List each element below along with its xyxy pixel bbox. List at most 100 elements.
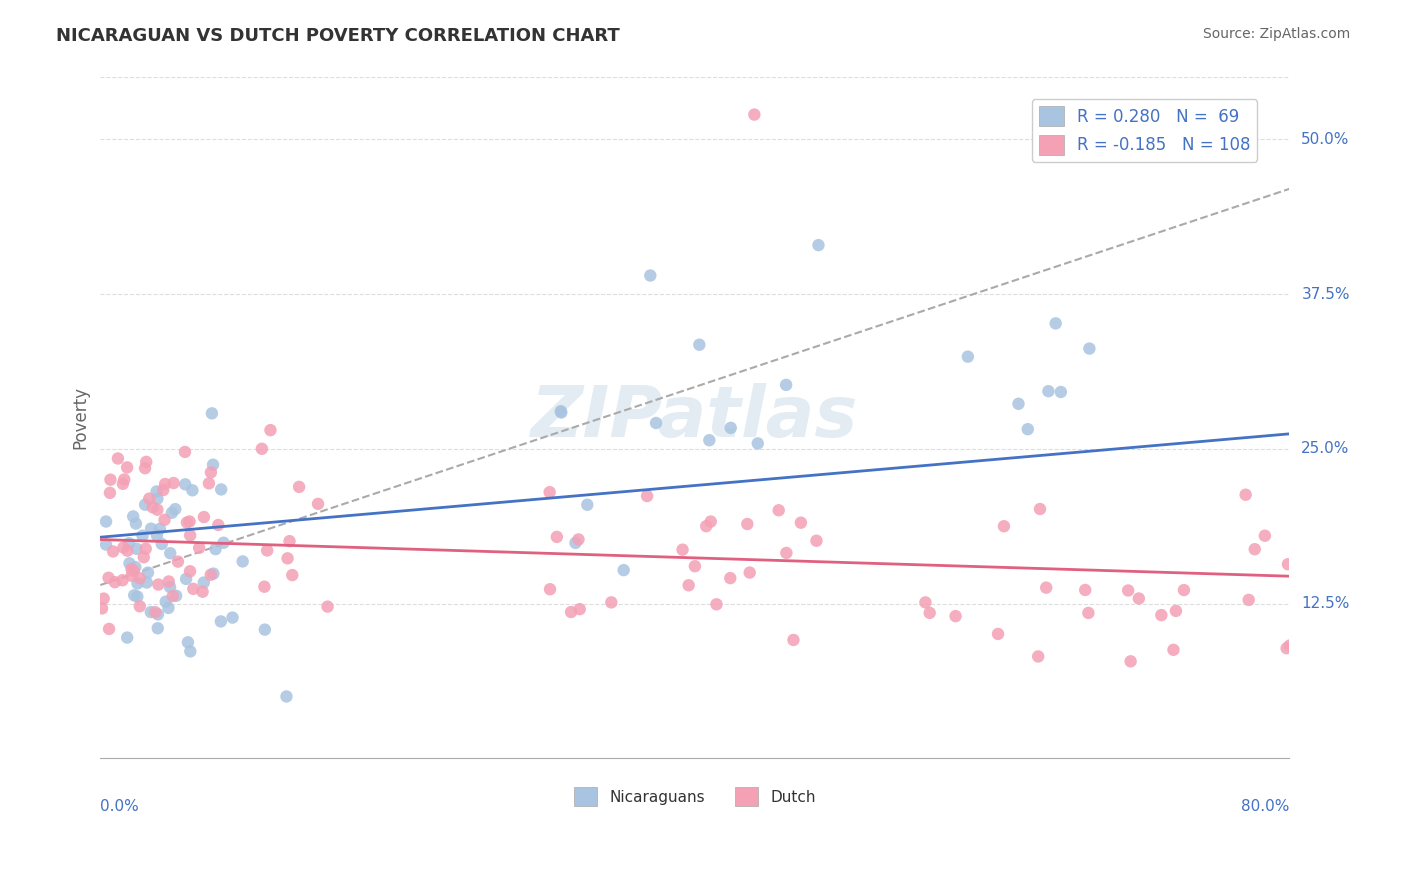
Point	[683, 559, 706, 574]
Point	[193, 510, 215, 524]
Point	[918, 606, 941, 620]
Point	[1243, 542, 1265, 557]
Point	[179, 528, 201, 542]
Point	[165, 589, 187, 603]
Point	[135, 455, 157, 469]
Point	[200, 567, 222, 582]
Point	[135, 541, 157, 556]
Point	[146, 528, 169, 542]
Point	[97, 571, 120, 585]
Point	[212, 535, 235, 549]
Point	[124, 560, 146, 574]
Point	[153, 477, 176, 491]
Point	[207, 518, 229, 533]
Point	[135, 575, 157, 590]
Point	[678, 578, 700, 592]
Point	[568, 602, 591, 616]
Text: 37.5%: 37.5%	[1302, 286, 1350, 301]
Point	[134, 461, 156, 475]
Point	[146, 621, 169, 635]
Point	[564, 536, 586, 550]
Point	[176, 516, 198, 530]
Point	[159, 580, 181, 594]
Point	[159, 546, 181, 560]
Point	[546, 530, 568, 544]
Point	[118, 557, 141, 571]
Point	[1050, 384, 1073, 399]
Point	[188, 541, 211, 555]
Point	[945, 609, 967, 624]
Point	[145, 484, 167, 499]
Point	[288, 480, 311, 494]
Point	[1163, 642, 1185, 657]
Point	[987, 627, 1010, 641]
Text: NICARAGUAN VS DUTCH POVERTY CORRELATION CHART: NICARAGUAN VS DUTCH POVERTY CORRELATION …	[56, 27, 620, 45]
Point	[706, 597, 728, 611]
Legend: Nicaraguans, Dutch: Nicaraguans, Dutch	[568, 781, 823, 812]
Point	[128, 599, 150, 614]
Point	[613, 563, 636, 577]
Point	[122, 588, 145, 602]
Point	[688, 337, 710, 351]
Point	[104, 575, 127, 590]
Point	[139, 605, 162, 619]
Point	[775, 546, 797, 560]
Point	[200, 466, 222, 480]
Point	[1119, 654, 1142, 668]
Point	[1038, 384, 1060, 399]
Point	[1074, 582, 1097, 597]
Point	[277, 551, 299, 566]
Point	[202, 566, 225, 581]
Point	[142, 500, 165, 515]
Point	[1294, 642, 1316, 657]
Point	[744, 107, 766, 121]
Point	[1035, 581, 1057, 595]
Text: 0.0%: 0.0%	[100, 799, 139, 814]
Point	[807, 238, 830, 252]
Point	[136, 566, 159, 580]
Point	[1045, 317, 1067, 331]
Point	[146, 502, 169, 516]
Point	[253, 580, 276, 594]
Point	[1128, 591, 1150, 606]
Point	[98, 622, 121, 636]
Point	[153, 513, 176, 527]
Point	[150, 537, 173, 551]
Point	[640, 268, 662, 283]
Point	[259, 423, 281, 437]
Point	[98, 486, 121, 500]
Point	[94, 515, 117, 529]
Point	[1077, 606, 1099, 620]
Point	[91, 601, 114, 615]
Point	[699, 434, 721, 448]
Y-axis label: Poverty: Poverty	[72, 386, 89, 450]
Point	[138, 491, 160, 506]
Point	[132, 550, 155, 565]
Point	[111, 573, 134, 587]
Point	[1164, 604, 1187, 618]
Point	[221, 610, 243, 624]
Point	[179, 515, 201, 529]
Point	[160, 506, 183, 520]
Point	[111, 476, 134, 491]
Point	[253, 623, 276, 637]
Point	[202, 458, 225, 472]
Point	[790, 516, 813, 530]
Text: 25.0%: 25.0%	[1302, 442, 1350, 457]
Point	[118, 536, 141, 550]
Point	[162, 589, 184, 603]
Point	[720, 421, 742, 435]
Point	[148, 577, 170, 591]
Point	[125, 516, 148, 531]
Point	[1007, 397, 1029, 411]
Point	[157, 601, 180, 615]
Point	[122, 509, 145, 524]
Point	[131, 529, 153, 543]
Text: 12.5%: 12.5%	[1302, 596, 1350, 611]
Point	[179, 564, 201, 578]
Point	[127, 590, 149, 604]
Point	[567, 533, 589, 547]
Point	[93, 591, 115, 606]
Point	[307, 497, 329, 511]
Point	[134, 498, 156, 512]
